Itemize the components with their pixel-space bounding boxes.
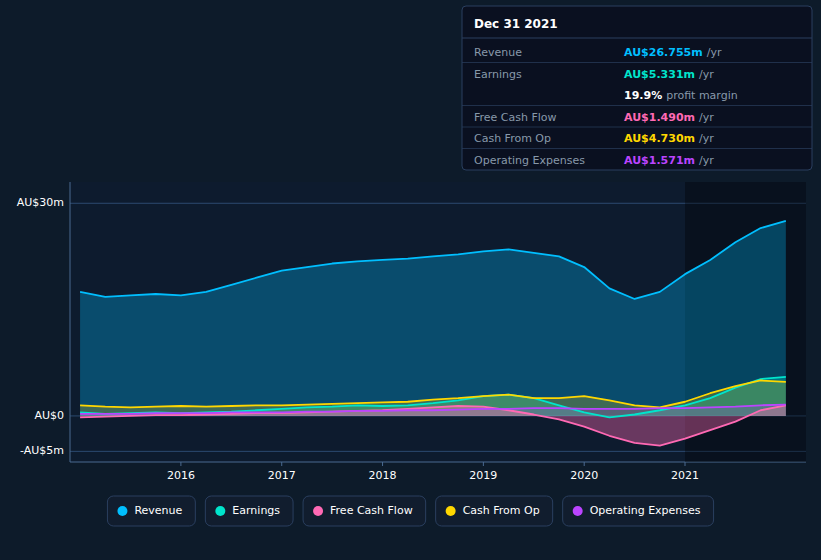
x-tick-label: 2021 bbox=[671, 469, 699, 482]
legend-item: Revenue bbox=[107, 496, 195, 526]
legend-swatch bbox=[215, 506, 225, 516]
plot-background bbox=[70, 182, 806, 462]
info-label: Earnings bbox=[474, 68, 522, 81]
x-tick-label: 2016 bbox=[167, 469, 195, 482]
info-label: Operating Expenses bbox=[474, 154, 585, 167]
series-line bbox=[80, 221, 786, 299]
x-tick bbox=[685, 462, 686, 466]
x-tick bbox=[180, 462, 181, 466]
series-line bbox=[80, 405, 786, 414]
info-separator bbox=[462, 105, 812, 106]
series-line bbox=[80, 405, 786, 445]
legend-box bbox=[563, 496, 714, 526]
x-tick-label: 2019 bbox=[469, 469, 497, 482]
info-value: AU$1.490m bbox=[624, 111, 695, 124]
info-unit: /yr bbox=[699, 68, 714, 81]
y-tick-label: AU$0 bbox=[34, 409, 64, 422]
series-line bbox=[80, 380, 786, 407]
legend-box bbox=[205, 496, 293, 526]
legend-swatch bbox=[313, 506, 323, 516]
info-separator bbox=[462, 148, 812, 149]
legend-item: Cash From Op bbox=[436, 496, 553, 526]
info-separator bbox=[462, 38, 812, 39]
legend-box bbox=[436, 496, 553, 526]
info-unit: /yr bbox=[699, 132, 714, 145]
chart: -AU$5m AU$0 AU$30m 2016 2017 2018 2019 2020 2021… bbox=[0, 0, 821, 560]
info-value: 19.9% bbox=[624, 89, 662, 102]
legend: Revenue Earnings Free Cash Flow Cash From O… bbox=[107, 496, 713, 526]
y-tick-label: -AU$5m bbox=[20, 444, 64, 457]
x-tick bbox=[382, 462, 383, 466]
info-unit: profit margin bbox=[666, 89, 738, 102]
info-unit: /yr bbox=[699, 111, 714, 124]
info-unit: /yr bbox=[699, 154, 714, 167]
x-tick-label: 2017 bbox=[268, 469, 296, 482]
series-line bbox=[80, 377, 786, 417]
legend-swatch bbox=[446, 506, 456, 516]
info-value: AU$5.331m bbox=[624, 68, 695, 81]
legend-box bbox=[107, 496, 195, 526]
legend-label: Earnings bbox=[232, 504, 280, 517]
legend-label: Cash From Op bbox=[463, 504, 540, 517]
info-value: AU$26.755m bbox=[624, 46, 703, 59]
info-separator bbox=[462, 62, 812, 63]
legend-box bbox=[303, 496, 426, 526]
info-value: AU$1.571m bbox=[624, 154, 695, 167]
x-tick-label: 2020 bbox=[570, 469, 598, 482]
info-header: Dec 31 2021 bbox=[474, 17, 558, 31]
legend-item: Earnings bbox=[205, 496, 293, 526]
y-axis-line bbox=[70, 182, 71, 462]
area-fill bbox=[80, 221, 786, 416]
info-unit: /yr bbox=[707, 46, 722, 59]
plot-area bbox=[80, 182, 806, 462]
legend-label: Operating Expenses bbox=[590, 504, 701, 517]
area-fill bbox=[80, 377, 786, 417]
area-fill bbox=[80, 380, 786, 415]
info-label: Cash From Op bbox=[474, 132, 551, 145]
y-tick-label: AU$30m bbox=[17, 196, 64, 209]
info-separator bbox=[462, 127, 812, 128]
info-value: AU$4.730m bbox=[624, 132, 695, 145]
x-tick-label: 2018 bbox=[369, 469, 397, 482]
info-box: Dec 31 2021 Revenue AU$26.755m/yr Earnings A… bbox=[462, 6, 812, 170]
x-tick bbox=[281, 462, 282, 466]
x-tick bbox=[584, 462, 585, 466]
info-label: Revenue bbox=[474, 46, 522, 59]
background bbox=[0, 0, 821, 560]
info-box-frame bbox=[462, 6, 812, 170]
legend-label: Revenue bbox=[134, 504, 182, 517]
legend-swatch bbox=[117, 506, 127, 516]
legend-item: Free Cash Flow bbox=[303, 496, 426, 526]
info-label: Free Cash Flow bbox=[474, 111, 557, 124]
x-tick bbox=[483, 462, 484, 466]
legend-swatch bbox=[573, 506, 583, 516]
legend-item: Operating Expenses bbox=[563, 496, 714, 526]
legend-label: Free Cash Flow bbox=[330, 504, 413, 517]
